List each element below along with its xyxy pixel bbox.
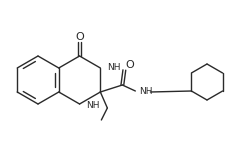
Text: O: O bbox=[125, 60, 134, 70]
Text: NH: NH bbox=[107, 62, 121, 71]
Text: NH: NH bbox=[139, 86, 153, 96]
Text: NH: NH bbox=[87, 101, 100, 111]
Text: O: O bbox=[75, 31, 84, 41]
